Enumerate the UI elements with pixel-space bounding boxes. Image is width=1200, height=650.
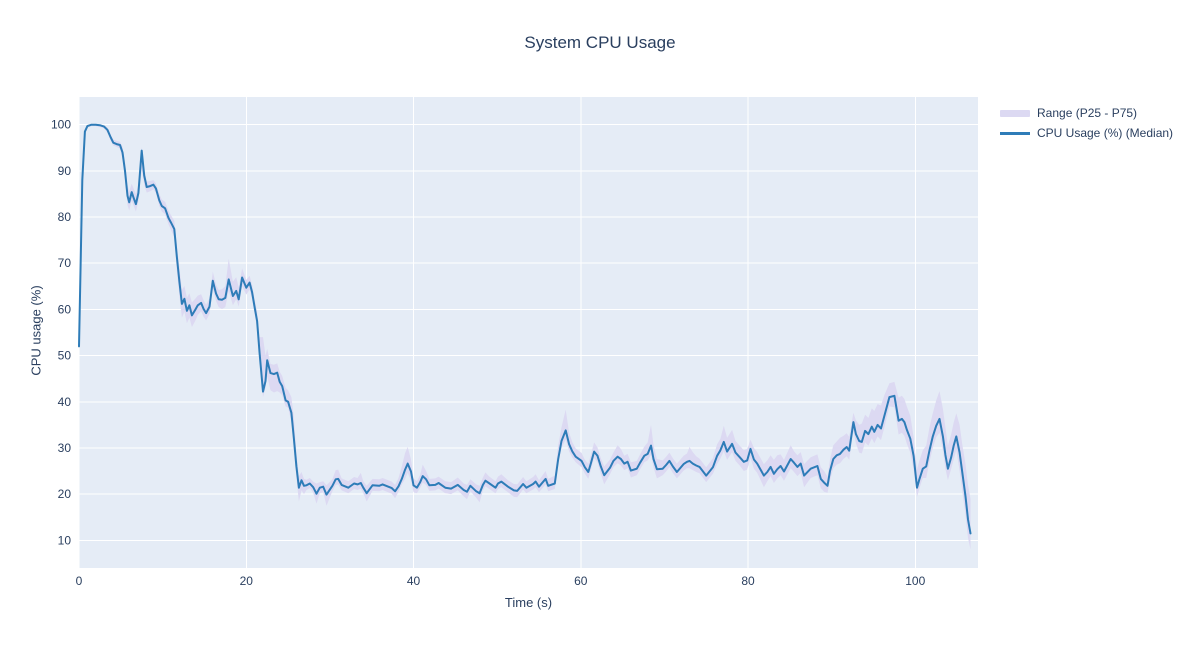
x-tick-label: 0 xyxy=(76,574,83,588)
y-tick-label: 30 xyxy=(58,441,72,455)
y-tick-label: 40 xyxy=(58,395,72,409)
y-axis-title: CPU usage (%) xyxy=(28,285,44,376)
y-tick-label: 90 xyxy=(58,164,72,178)
y-tick-label: 10 xyxy=(58,533,72,547)
y-tick-label: 80 xyxy=(58,210,72,224)
x-tick-label: 20 xyxy=(240,574,254,588)
legend-label-range: Range (P25 - P75) xyxy=(1037,106,1138,120)
y-tick-label: 70 xyxy=(58,256,72,270)
band-swatch-icon xyxy=(1000,109,1030,117)
line-swatch-icon xyxy=(1000,131,1030,135)
chart-title: System CPU Usage xyxy=(524,33,676,52)
y-tick-label: 60 xyxy=(58,302,72,316)
plot-background xyxy=(79,97,978,568)
x-tick-label: 80 xyxy=(741,574,755,588)
legend-label-median: CPU Usage (%) (Median) xyxy=(1037,126,1174,140)
x-tick-label: 40 xyxy=(407,574,421,588)
x-tick-label: 100 xyxy=(905,574,925,588)
legend-item-range[interactable]: Range (P25 - P75) xyxy=(1000,104,1173,122)
y-tick-label: 50 xyxy=(58,349,72,363)
x-tick-label: 60 xyxy=(574,574,588,588)
legend-item-median[interactable]: CPU Usage (%) (Median) xyxy=(1000,124,1173,142)
y-tick-label: 100 xyxy=(51,118,71,132)
x-axis-title: Time (s) xyxy=(504,595,553,610)
median-line xyxy=(78,123,972,535)
y-tick-label: 20 xyxy=(58,487,72,501)
chart-legend: Range (P25 - P75) CPU Usage (%) (Median) xyxy=(1000,104,1173,142)
